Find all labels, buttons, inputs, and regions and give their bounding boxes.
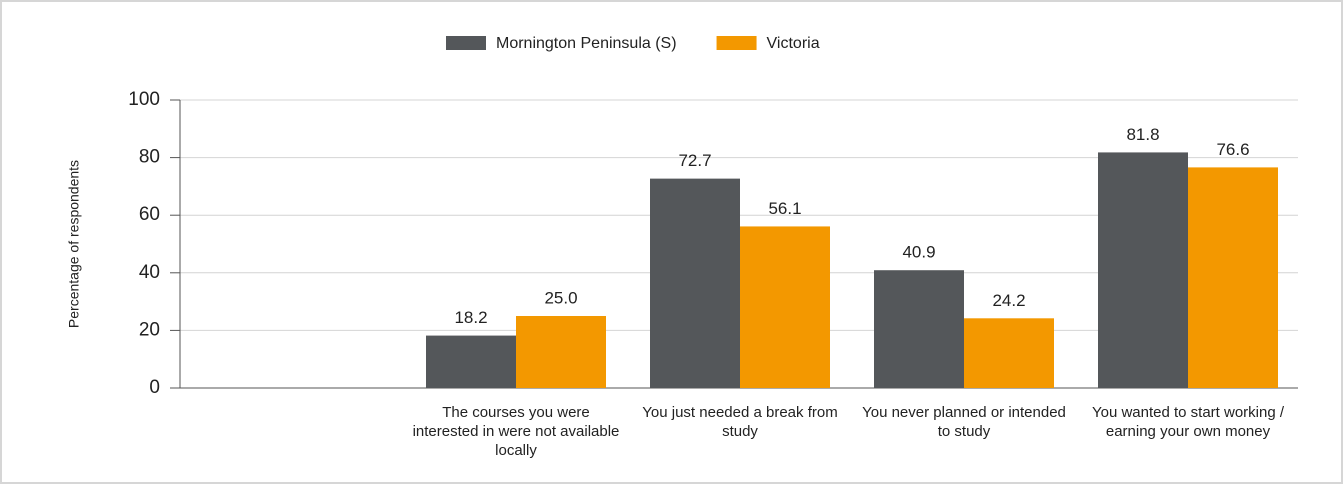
bar	[1188, 167, 1278, 388]
bar	[964, 318, 1054, 388]
data-label: 25.0	[544, 288, 577, 307]
data-label: 40.9	[902, 243, 935, 262]
bar	[874, 270, 964, 388]
data-label: 18.2	[454, 308, 487, 327]
bar	[426, 335, 516, 388]
data-label: 81.8	[1126, 125, 1159, 144]
data-label: 76.6	[1216, 140, 1249, 159]
data-label: 24.2	[992, 291, 1025, 310]
bar	[516, 316, 606, 388]
data-label: 56.1	[768, 199, 801, 218]
y-tick-label: 40	[139, 262, 160, 283]
y-axis-label: Percentage of respondents	[66, 160, 82, 328]
bar	[650, 178, 740, 388]
y-tick-label: 80	[139, 147, 160, 168]
y-tick-label: 20	[139, 319, 160, 340]
legend-swatch	[716, 36, 757, 50]
y-tick-label: 0	[149, 377, 160, 398]
bar	[1098, 152, 1188, 388]
y-tick-label: 100	[128, 89, 160, 110]
x-tick-label: You just needed a break from study	[642, 404, 838, 440]
y-tick-label: 60	[139, 204, 160, 225]
legend-label: Mornington Peninsula (S)	[496, 35, 677, 52]
x-tick-label: You wanted to start working / earning yo…	[1091, 404, 1285, 440]
bar	[740, 226, 830, 388]
legend-swatch	[446, 36, 486, 50]
data-label: 72.7	[678, 151, 711, 170]
legend-label: Victoria	[767, 35, 820, 52]
x-tick-label: The courses you were interested in were …	[412, 404, 620, 459]
x-tick-label: You never planned or intended to study	[862, 404, 1066, 440]
